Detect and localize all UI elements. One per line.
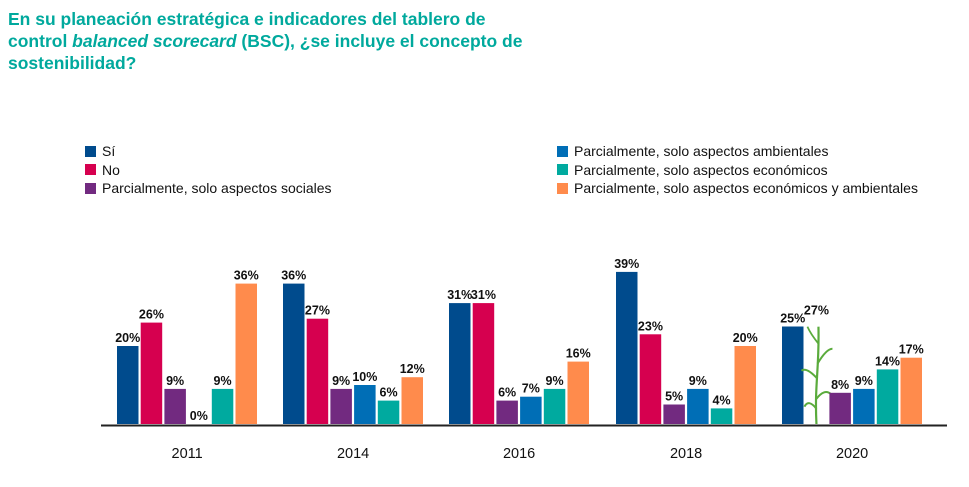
legend-right: Parcialmente, solo aspectos ambientales …: [557, 142, 918, 198]
legend-item-economicos-ambientales: Parcialmente, solo aspectos económicos y…: [557, 179, 918, 198]
value-label-2020-economicos_ambientales: 17%: [899, 343, 924, 357]
bar-2018-no: [639, 334, 662, 424]
legend-swatch-ambientales: [557, 145, 568, 157]
legend-item-sociales: Parcialmente, solo aspectos sociales: [85, 179, 332, 198]
value-label-2011-no: 26%: [139, 308, 164, 322]
value-label-2020-si: 25%: [780, 312, 805, 326]
value-label-2016-no: 31%: [471, 288, 496, 302]
legend-left: Sí No Parcialmente, solo aspectos social…: [85, 142, 332, 198]
x-tick-label-2018: 2018: [670, 446, 702, 462]
bar-group-2020: 25%27% 8% 9%14%17% 2020: [780, 304, 924, 462]
value-label-2016-si: 31%: [447, 288, 472, 302]
value-label-2016-ambientales: 7%: [522, 382, 540, 396]
x-tick-label-2020: 2020: [836, 446, 868, 462]
value-label-2014-ambientales: 10%: [352, 370, 377, 384]
x-tick-label-2016: 2016: [503, 446, 535, 462]
legend-swatch-si: [85, 145, 96, 157]
legend-swatch-economicos: [557, 164, 568, 176]
bar-2020-economicos_ambientales: [900, 357, 922, 424]
legend-item-ambientales: Parcialmente, solo aspectos ambientales: [557, 142, 918, 161]
value-label-2011-economicos: 9%: [214, 374, 232, 388]
value-label-2018-si: 39%: [614, 257, 639, 271]
value-label-2014-si: 36%: [281, 269, 306, 283]
bar-2014-ambientales: [354, 385, 376, 424]
bar-2016-sociales: [496, 400, 518, 424]
legend-label-no: No: [102, 161, 120, 178]
bar-group-2011: 20% 26% 9% 0% 9% 36% 2011: [115, 269, 259, 462]
title-text-part1: En su planeación estratégica e indicador…: [8, 9, 486, 51]
legend-swatch-sociales: [85, 182, 96, 194]
bar-group-2018: 39% 23% 5% 9% 4% 20% 2018: [614, 257, 758, 462]
bar-2020-economicos: [876, 369, 899, 424]
value-label-2011-sociales: 9%: [166, 374, 184, 388]
bar-2014-economicos: [377, 400, 400, 424]
legend-label-economicos: Parcialmente, solo aspectos económicos: [574, 161, 828, 178]
bar-2016-no: [472, 303, 495, 424]
bar-2018-economicos: [710, 408, 733, 424]
value-label-2020-no: 27%: [804, 304, 829, 318]
value-label-2011-economicos_ambientales: 36%: [234, 269, 259, 283]
bar-2014-sociales: [330, 388, 352, 424]
bar-2016-si: [449, 303, 471, 424]
value-label-2011-ambientales: 0%: [190, 409, 208, 423]
legend-swatch-economicos-ambientales: [557, 182, 568, 194]
legend-label-economicos-ambientales: Parcialmente, solo aspectos económicos y…: [574, 180, 918, 196]
bar-group-2016: 31%31% 6% 7% 9%16% 2016: [447, 288, 591, 462]
title-text-part2: (BSC), ¿se incluye el concepto de sosten…: [8, 31, 523, 73]
x-tick-label-2011: 2011: [172, 446, 203, 462]
legend-item-no: No: [85, 161, 332, 180]
bar-2018-economicos_ambientales: [734, 346, 756, 424]
value-label-2018-no: 23%: [638, 319, 663, 333]
bar-2011-economicos_ambientales: [235, 283, 257, 424]
legend-label-ambientales: Parcialmente, solo aspectos ambientales: [574, 143, 829, 159]
value-label-2018-sociales: 5%: [665, 390, 683, 404]
value-label-2018-economicos_ambientales: 20%: [733, 331, 758, 345]
bar-2020-ambientales: [853, 388, 875, 424]
bar-2016-economicos: [543, 388, 566, 424]
value-label-2011-si: 20%: [115, 331, 140, 345]
value-label-2020-sociales: 8%: [831, 378, 849, 392]
x-tick-label-2014: 2014: [337, 446, 369, 462]
value-label-2014-sociales: 9%: [332, 374, 350, 388]
legend-item-economicos: Parcialmente, solo aspectos económicos: [557, 161, 918, 180]
bar-2020-sociales: [829, 392, 851, 424]
value-label-2020-economicos: 14%: [875, 354, 900, 368]
bar-2011-sociales: [164, 388, 186, 424]
value-label-2016-sociales: 6%: [498, 386, 516, 400]
value-label-2014-economicos: 6%: [380, 386, 398, 400]
value-label-2016-economicos: 9%: [546, 374, 564, 388]
bar-2018-sociales: [663, 404, 685, 424]
value-label-2018-economicos: 4%: [713, 393, 731, 407]
legend-label-sociales: Parcialmente, solo aspectos sociales: [102, 180, 332, 196]
bar-2016-ambientales: [520, 396, 542, 424]
bar-2014-no: [306, 318, 329, 424]
value-label-2020-ambientales: 9%: [855, 374, 873, 388]
bar-2011-no: [140, 322, 163, 424]
bar-2016-economicos_ambientales: [567, 361, 589, 424]
bar-2020-si: [782, 326, 804, 424]
bar-2014-si: [283, 283, 305, 424]
bar-2014-economicos_ambientales: [401, 377, 423, 424]
value-label-2016-economicos_ambientales: 16%: [566, 347, 591, 361]
bar-2011-si: [117, 346, 139, 424]
bar-2011-economicos: [211, 388, 234, 424]
legend-label-si: Sí: [102, 143, 116, 159]
bar-2018-si: [616, 271, 638, 424]
bar-2018-ambientales: [687, 388, 709, 424]
plant-illustration: [800, 326, 833, 425]
legend-item-si: Sí: [85, 142, 332, 161]
chart-title: En su planeación estratégica e indicador…: [8, 8, 528, 74]
value-label-2018-ambientales: 9%: [689, 374, 707, 388]
bar-group-2014: 36% 27% 9% 10%6%12% 2014: [281, 269, 425, 462]
value-label-2014-economicos_ambientales: 12%: [400, 362, 425, 376]
value-label-2014-no: 27%: [305, 304, 330, 318]
legend-swatch-no: [85, 164, 96, 176]
title-text-italic: balanced scorecard: [72, 31, 237, 51]
